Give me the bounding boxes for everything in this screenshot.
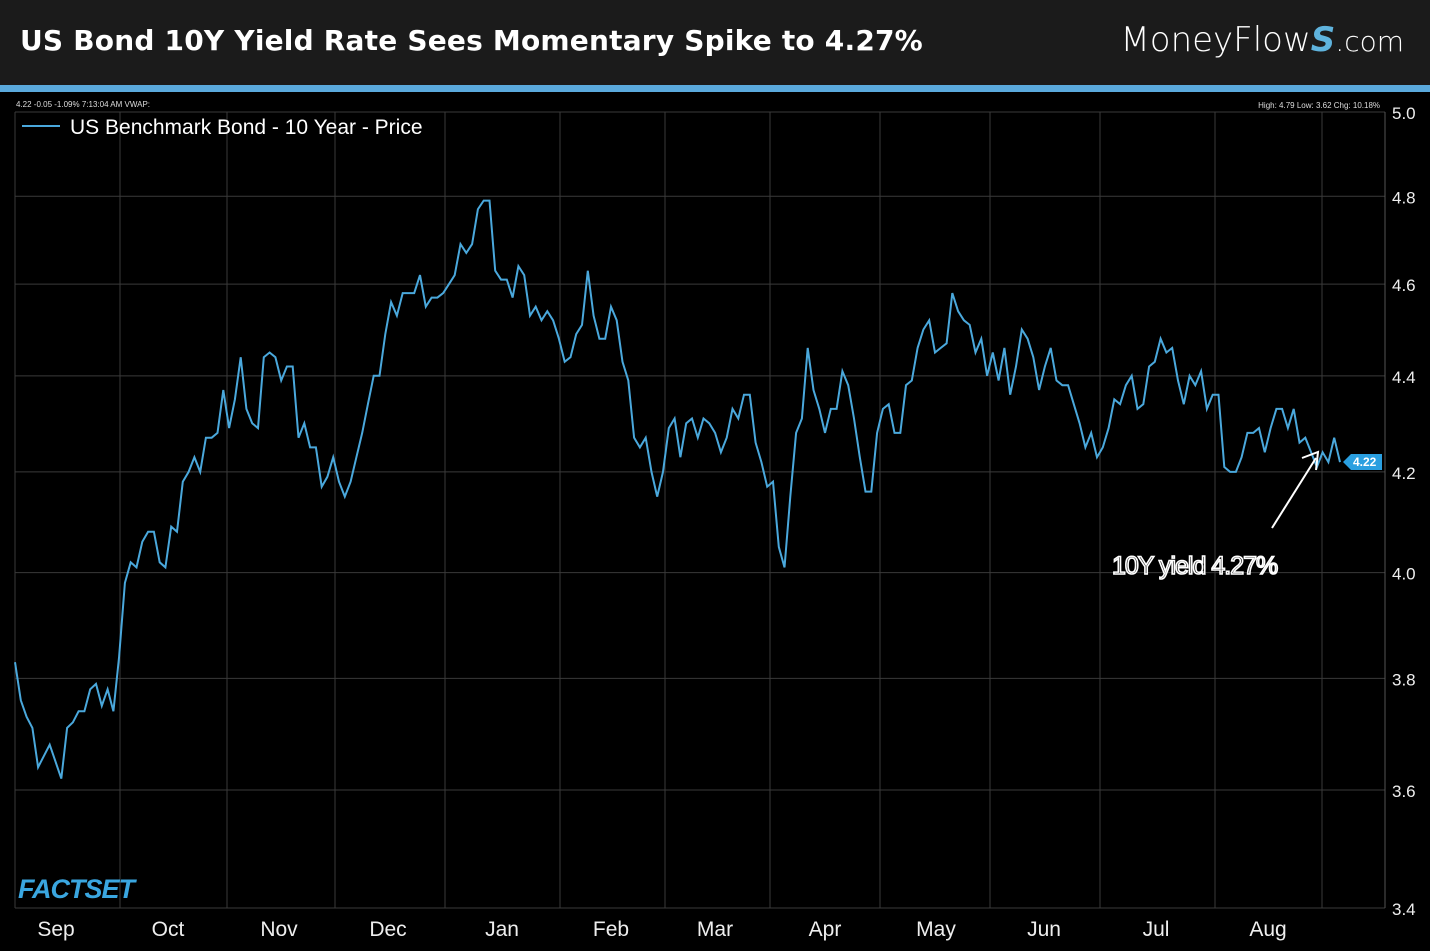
x-tick-label: May <box>916 918 956 941</box>
series-line <box>14 199 1341 779</box>
factset-watermark: FACTSET <box>18 874 138 904</box>
x-tick-label: Aug <box>1249 918 1286 941</box>
y-tick-label: 3.8 <box>1392 670 1416 689</box>
info-right: High: 4.79 Low: 3.62 Chg: 10.18% <box>1258 101 1380 110</box>
annotation-arrow <box>1271 450 1320 529</box>
y-tick-label: 4.0 <box>1392 565 1416 584</box>
header-stripe <box>0 85 1430 92</box>
y-tick-label: 3.4 <box>1392 900 1416 919</box>
x-tick-label: Mar <box>697 918 733 941</box>
x-tick-label: Dec <box>369 918 406 941</box>
legend-label: US Benchmark Bond - 10 Year - Price <box>70 116 423 139</box>
x-tick-label: Sep <box>37 918 74 941</box>
y-tick-label: 4.8 <box>1392 188 1416 207</box>
x-tick-label: Jun <box>1027 918 1061 941</box>
x-tick-label: Apr <box>809 918 842 941</box>
x-tick-label: Jul <box>1143 918 1170 941</box>
annotation-label: 10Y yield 4.27% <box>1112 552 1278 580</box>
svg-text:4.22: 4.22 <box>1353 455 1377 469</box>
y-tick-label: 4.4 <box>1392 368 1416 387</box>
last-value-tag: 4.22 <box>1343 454 1382 471</box>
header: US Bond 10Y Yield Rate Sees Momentary Sp… <box>0 0 1430 85</box>
y-tick-label: 3.6 <box>1392 782 1416 801</box>
y-tick-label: 4.6 <box>1392 276 1416 295</box>
moneyflows-logo: MoneyFlowS.com <box>1120 20 1404 60</box>
x-tick-label: Jan <box>485 918 519 941</box>
x-tick-label: Oct <box>152 918 185 941</box>
info-left: 4.22 -0.05 -1.09% 7:13:04 AM VWAP: <box>16 100 150 109</box>
y-tick-label: 5.0 <box>1392 104 1416 123</box>
y-tick-label: 4.2 <box>1392 464 1416 483</box>
page-title: US Bond 10Y Yield Rate Sees Momentary Sp… <box>20 24 923 57</box>
x-tick-label: Feb <box>593 918 629 941</box>
x-tick-label: Nov <box>260 918 298 941</box>
